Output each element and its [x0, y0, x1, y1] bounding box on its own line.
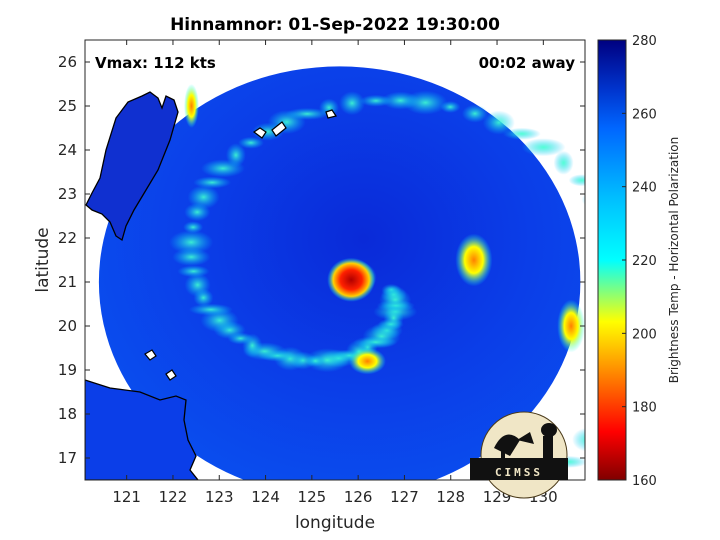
cyan-blob — [572, 427, 585, 452]
colorbar-label: Brightness Temp - Horizontal Polarizatio… — [667, 137, 681, 384]
x-tick-label: 128 — [436, 488, 465, 506]
cyan-blob — [187, 185, 220, 210]
x-tick-label: 123 — [205, 488, 234, 506]
cyan-blob — [444, 523, 476, 540]
x-tick-label: 121 — [112, 488, 141, 506]
colorbar-tick-label: 180 — [632, 401, 657, 416]
taiwan-coastline — [85, 91, 179, 242]
x-axis: 121 122 123 124 125 126 127 128 129 130 — [112, 40, 558, 506]
feature-taiwan-coast — [184, 84, 199, 128]
island-4 — [144, 349, 157, 361]
cyan-blob — [502, 127, 541, 140]
colorbar-tick-label: 280 — [632, 34, 657, 49]
y-tick-label: 18 — [58, 405, 77, 423]
cyan-blob — [184, 272, 211, 297]
y-tick-label: 19 — [58, 361, 77, 379]
cyan-blob — [403, 90, 448, 115]
cyan-blob — [225, 143, 246, 168]
island-1 — [252, 127, 267, 139]
y-tick-label: 26 — [58, 53, 77, 71]
colorbar-tick-label: 260 — [632, 107, 657, 122]
logo-text: CIMSS — [495, 466, 543, 479]
colorbar — [597, 39, 627, 481]
y-tick-label: 23 — [58, 185, 77, 203]
luzon-coastline — [85, 379, 199, 480]
feature-rainband-east — [455, 233, 493, 287]
cyan-blob — [183, 221, 204, 234]
colorbar-tick-label: 220 — [632, 254, 657, 269]
y-tick-label: 22 — [58, 229, 77, 247]
x-tick-label: 126 — [344, 488, 373, 506]
cyan-blob — [568, 174, 585, 187]
cyan-blob — [482, 110, 515, 135]
x-axis-label: longitude — [295, 513, 375, 533]
island-3 — [325, 109, 337, 119]
x-tick-label: 124 — [251, 488, 280, 506]
cyan-blob — [339, 91, 366, 116]
cyan-blob — [188, 303, 233, 316]
y-axis: 17 18 19 20 21 22 23 24 25 26 — [58, 53, 585, 467]
y-tick-label: 17 — [58, 449, 77, 467]
chart-title: Hinnamnor: 01-Sep-2022 19:30:00 — [170, 15, 500, 35]
colorbar-ticks: 160 180 200 220 240 260 280 — [622, 34, 657, 489]
island-5 — [165, 369, 177, 381]
y-tick-label: 21 — [58, 273, 77, 291]
cyan-blob — [521, 138, 566, 157]
feature-rainband-south — [348, 348, 386, 375]
island-2 — [271, 121, 287, 137]
x-tick-label: 127 — [390, 488, 419, 506]
storm-eye — [327, 257, 376, 302]
cyan-blob — [169, 230, 214, 255]
y-axis-label: latitude — [33, 227, 53, 292]
cyan-blob — [285, 107, 330, 120]
cyan-blob — [237, 136, 264, 149]
x-tick-label: 122 — [159, 488, 188, 506]
cyan-blob — [408, 531, 446, 540]
colorbar-tick-label: 200 — [632, 327, 657, 342]
axes-frame — [84, 39, 586, 481]
x-tick-label: 125 — [298, 488, 327, 506]
cyan-blob — [440, 100, 461, 113]
vmax-annotation: Vmax: 112 kts — [95, 54, 216, 72]
time-away-annotation: 00:02 away — [479, 54, 576, 72]
y-tick-label: 24 — [58, 141, 77, 159]
cyan-blob — [193, 176, 232, 189]
cyan-blob — [553, 150, 574, 175]
cyan-blob — [478, 512, 504, 524]
cyan-blob — [581, 194, 585, 206]
colorbar-tick-label: 240 — [632, 181, 657, 196]
colorbar-tick-label: 160 — [632, 474, 657, 489]
feature-east-edge — [557, 299, 585, 353]
cyan-blob — [177, 265, 210, 278]
cimss-logo: CIMSS — [470, 411, 568, 499]
y-tick-label: 20 — [58, 317, 77, 335]
y-tick-label: 25 — [58, 97, 77, 115]
cyan-blob — [461, 104, 488, 123]
